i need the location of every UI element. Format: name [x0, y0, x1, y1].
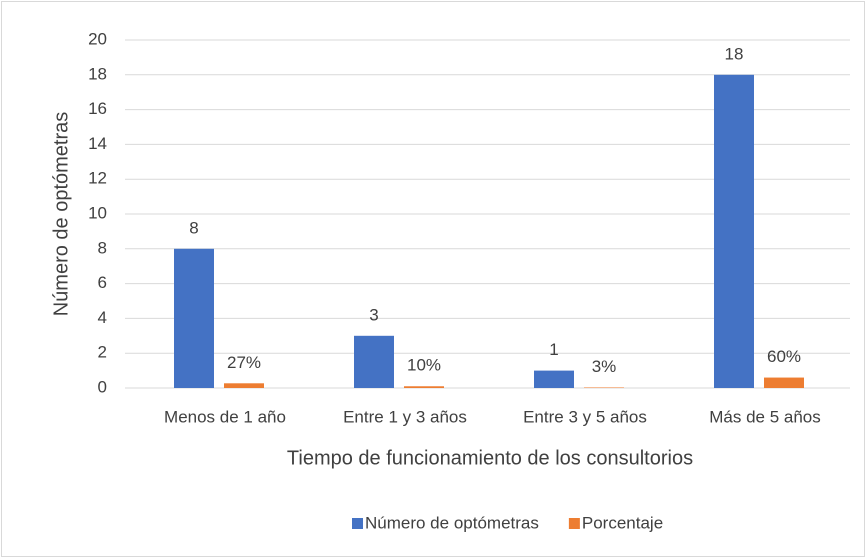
- y-tick-label: 4: [98, 308, 107, 327]
- legend-swatch: [352, 518, 363, 529]
- bar: [764, 377, 804, 388]
- data-label: 18: [725, 44, 744, 63]
- y-tick-label: 2: [98, 343, 107, 362]
- bar: [584, 387, 624, 388]
- x-axis-title: Tiempo de funcionamiento de los consulto…: [287, 447, 693, 469]
- data-label: 3%: [592, 357, 617, 376]
- bar: [534, 370, 574, 388]
- legend-label: Número de optómetras: [365, 513, 539, 532]
- x-tick-label: Menos de 1 año: [164, 407, 286, 426]
- y-tick-label: 6: [98, 273, 107, 292]
- bar: [714, 74, 754, 389]
- data-label: 10%: [407, 356, 441, 375]
- bar: [404, 386, 444, 388]
- bar: [224, 383, 264, 388]
- y-tick-label: 8: [98, 238, 107, 257]
- y-tick-label: 16: [88, 99, 107, 118]
- legend-label: Porcentaje: [582, 513, 663, 532]
- legend-swatch: [568, 518, 580, 529]
- data-label: 3: [369, 305, 378, 324]
- y-tick-label: 14: [88, 134, 107, 153]
- data-label: 27%: [227, 353, 261, 372]
- y-tick-label: 18: [88, 64, 107, 83]
- y-tick-label: 0: [98, 377, 107, 396]
- y-tick-label: 20: [88, 29, 107, 48]
- data-label: 1: [549, 340, 558, 359]
- x-tick-label: Más de 5 años: [709, 407, 821, 426]
- x-tick-label: Entre 3 y 5 años: [523, 407, 647, 426]
- bar: [354, 335, 394, 388]
- bar: [174, 248, 214, 388]
- data-label: 60%: [767, 347, 801, 366]
- x-tick-label: Entre 1 y 3 años: [343, 407, 467, 426]
- data-label: 8: [189, 218, 198, 237]
- y-axis-title: Número de optómetras: [50, 112, 72, 317]
- y-tick-label: 10: [88, 203, 107, 222]
- y-tick-label: 12: [88, 169, 107, 188]
